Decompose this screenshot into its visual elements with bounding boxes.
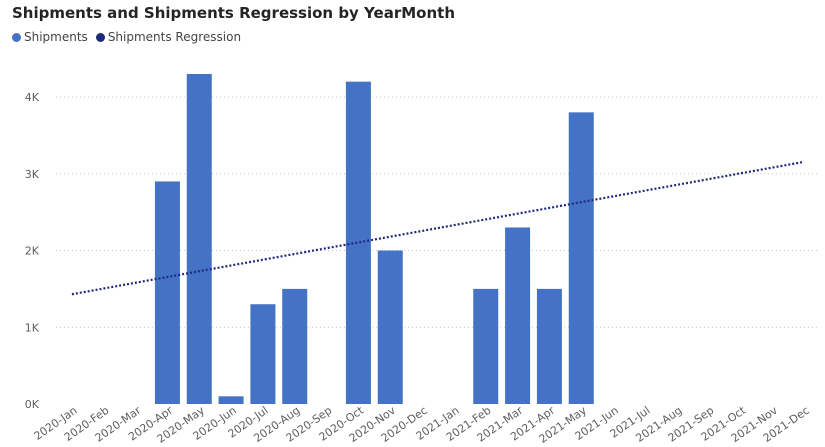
bar-2021-may: [568, 112, 594, 404]
y-tick-label: 4K: [25, 91, 40, 104]
bar-2021-mar: [505, 227, 531, 404]
legend-label-shipments-regression: Shipments Regression: [107, 30, 242, 44]
bar-2020-nov: [377, 250, 403, 404]
legend: Shipments Shipments Regression: [12, 30, 249, 44]
y-tick-label: 1K: [25, 321, 40, 334]
y-tick-label: 2K: [25, 245, 40, 258]
legend-marker-shipments: [12, 32, 21, 42]
bar-2020-may: [186, 73, 212, 404]
bar-2020-jun: [218, 396, 244, 404]
bar-2020-oct: [345, 81, 371, 405]
regression-line: [71, 160, 805, 296]
legend-item-shipments[interactable]: Shipments: [12, 30, 88, 44]
legend-label-shipments: Shipments: [24, 30, 88, 44]
bar-2020-aug: [282, 288, 308, 404]
chart-title: Shipments and Shipments Regression by Ye…: [12, 4, 455, 22]
y-tick-label: 0K: [25, 398, 40, 411]
legend-item-shipments-regression[interactable]: Shipments Regression: [95, 30, 242, 44]
legend-marker-shipments-regression: [95, 32, 105, 42]
bar-2021-apr: [536, 288, 562, 404]
bar-2020-apr: [154, 181, 180, 404]
y-tick-label: 3K: [25, 168, 40, 181]
bar-2021-feb: [473, 288, 499, 404]
bar-2020-jul: [250, 304, 276, 404]
